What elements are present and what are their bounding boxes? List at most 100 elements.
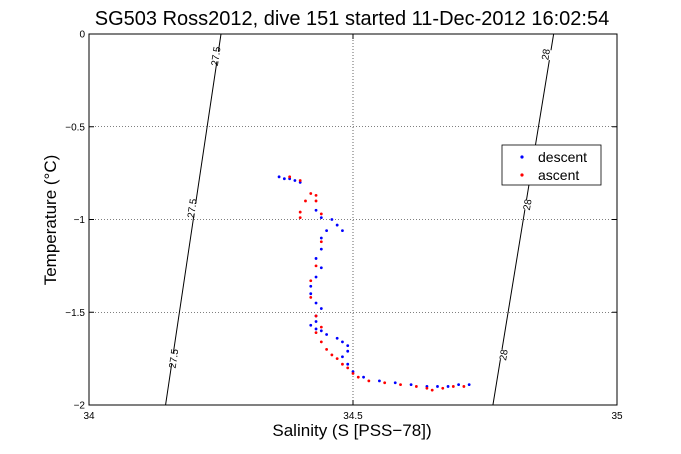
- descent-point: [341, 229, 344, 233]
- ascent-point: [314, 199, 318, 203]
- isopycnal-line: [165, 33, 222, 406]
- isopycnal-label-bg: [162, 352, 185, 366]
- descent-point: [293, 179, 297, 182]
- descent-point: [325, 229, 328, 233]
- ascent-point: [314, 331, 318, 335]
- ascent-point: [319, 212, 323, 216]
- y-axis-label: Temperature (°C): [41, 155, 60, 286]
- ascent-point: [298, 210, 302, 214]
- descent-point: [319, 236, 323, 240]
- descent-point: [346, 362, 350, 366]
- descent-point: [319, 247, 323, 251]
- isopycnal-label: 27.5: [210, 46, 224, 67]
- ascent-point: [309, 192, 313, 195]
- descent-point: [346, 349, 350, 353]
- descent-point: [314, 257, 318, 260]
- ascent-point: [314, 193, 318, 197]
- descent-point: [341, 355, 344, 359]
- descent-point: [314, 327, 318, 331]
- ascent-point: [441, 386, 445, 390]
- ascent-point: [351, 372, 355, 375]
- ascent-point: [367, 379, 371, 383]
- ascent-point: [425, 386, 429, 390]
- ascent-point: [314, 264, 318, 268]
- descent-point: [362, 375, 365, 379]
- descent-point: [314, 208, 318, 212]
- descent-point: [309, 323, 313, 327]
- legend-label-descent: descent: [538, 149, 587, 165]
- isopycnal-label-bg: [516, 198, 538, 212]
- descent-point: [346, 344, 350, 348]
- descent-point: [319, 307, 323, 310]
- isopycnal-label-bg: [535, 47, 557, 61]
- ascent-point: [346, 366, 350, 370]
- descent-point: [319, 329, 323, 333]
- descent-point: [314, 275, 318, 279]
- ascent-point: [341, 362, 344, 366]
- ascent-point: [356, 375, 360, 379]
- isopycnal-lines: 27.5 27.5 27.5 28 28 28: [162, 33, 557, 406]
- ascent-point: [462, 385, 466, 388]
- ascent-point: [383, 381, 387, 385]
- plot-area: 27.5 27.5 27.5 28 28 28 34 34.5 35 0 −0.5 −1 −1.5 −…: [65, 30, 623, 423]
- descent-point: [309, 292, 313, 296]
- ascent-point: [414, 385, 418, 388]
- y-tick-label: −0.5: [65, 122, 85, 133]
- ascent-point: [319, 240, 323, 244]
- ascent-point: [319, 325, 323, 329]
- descent-point: [319, 266, 323, 270]
- descent-point: [335, 336, 339, 340]
- isopycnal-label-bg: [492, 348, 515, 362]
- ascent-point: [430, 388, 434, 392]
- y-tick-label: −1.5: [65, 308, 85, 319]
- ascent-point: [335, 357, 339, 361]
- ascent-point: [304, 199, 307, 203]
- descent-point: [330, 218, 334, 221]
- ascent-point: [309, 296, 313, 299]
- descent-point: [393, 381, 397, 385]
- y-tick-label: −2: [74, 401, 86, 412]
- ascent-point: [298, 216, 302, 220]
- descent-point: [409, 383, 413, 386]
- isopycnal-line: [492, 33, 555, 406]
- isopycnal-label-bg: [181, 201, 203, 215]
- x-tick-label: 35: [611, 411, 623, 422]
- legend-marker-descent: [520, 155, 524, 159]
- isopycnal-label-bg: [205, 49, 227, 63]
- legend-marker-ascent: [520, 173, 524, 177]
- descent-point: [457, 383, 460, 386]
- legend-label-ascent: ascent: [538, 167, 579, 183]
- descent-point: [282, 177, 286, 181]
- y-tick-label: −1: [74, 215, 86, 226]
- isopycnal-label: 28: [522, 198, 535, 211]
- ascent-point: [298, 179, 302, 182]
- isopycnal-label: 28: [498, 348, 511, 361]
- descent-point: [309, 284, 313, 288]
- ascent-point: [325, 347, 328, 351]
- descent-point: [446, 385, 450, 388]
- isopycnal-label: 27.5: [168, 348, 182, 369]
- x-tick-label: 34.5: [343, 411, 363, 422]
- legend-box: [501, 144, 602, 186]
- y-axis-ticks: 0 −0.5 −1 −1.5 −2: [65, 30, 617, 412]
- x-axis-ticks: 34 34.5 35: [83, 34, 623, 422]
- ascent-point: [451, 385, 455, 388]
- ascent-point: [314, 314, 318, 318]
- ascent-point: [288, 175, 292, 179]
- ascent-point: [399, 383, 402, 386]
- descent-point: [378, 379, 381, 383]
- isopycnal-label: 28: [540, 48, 553, 61]
- descent-point: [341, 340, 344, 344]
- legend: descent ascent: [501, 144, 602, 186]
- descent-point: [335, 223, 339, 227]
- descent-point: [467, 383, 471, 386]
- ascent-point: [319, 340, 323, 344]
- x-axis-label: Salinity (S [PSS−78]): [272, 421, 431, 440]
- descent-point: [325, 333, 328, 336]
- descent-point: [277, 175, 281, 179]
- x-tick-label: 34: [83, 411, 95, 422]
- descent-point: [314, 320, 318, 323]
- isopycnal-label: 27.5: [186, 198, 200, 219]
- descent-point: [319, 216, 323, 220]
